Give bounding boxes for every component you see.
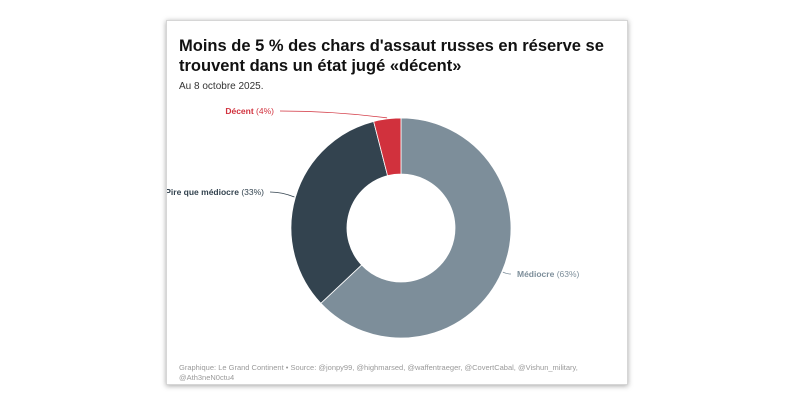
leader-line-pire-que-mediocre — [269, 191, 295, 198]
slice-label-pire-que-mediocre: Pire que médiocre (33%) — [167, 187, 264, 197]
slice-label-name: Médiocre — [517, 269, 557, 279]
slice-pire-que-mediocre — [290, 120, 389, 304]
slice-label-percent: (63%) — [557, 269, 580, 279]
slice-label-name: Décent — [225, 106, 256, 116]
slice-label-decent: Décent (4%) — [225, 106, 274, 116]
leader-line-mediocre — [502, 271, 512, 275]
slice-label-mediocre: Médiocre (63%) — [517, 269, 580, 279]
leader-line-decent — [279, 110, 388, 119]
donut-chart: Médiocre (63%) Pire que médiocre (33%) Déc… — [167, 106, 580, 339]
slice-mediocre — [320, 117, 512, 339]
chart-card: Moins de 5 % des chars d'assaut russes e… — [166, 20, 628, 385]
slice-label-percent: (4%) — [256, 106, 274, 116]
slice-decent — [373, 117, 402, 177]
chart-source-footer: Graphique: Le Grand Continent • Source: … — [179, 363, 578, 382]
chart-subtitle: Au 8 octobre 2025. — [179, 81, 264, 92]
slice-label-percent: (33%) — [241, 187, 264, 197]
chart-title: Moins de 5 % des chars d'assaut russes e… — [179, 37, 604, 75]
slice-label-name: Pire que médiocre — [167, 187, 241, 197]
